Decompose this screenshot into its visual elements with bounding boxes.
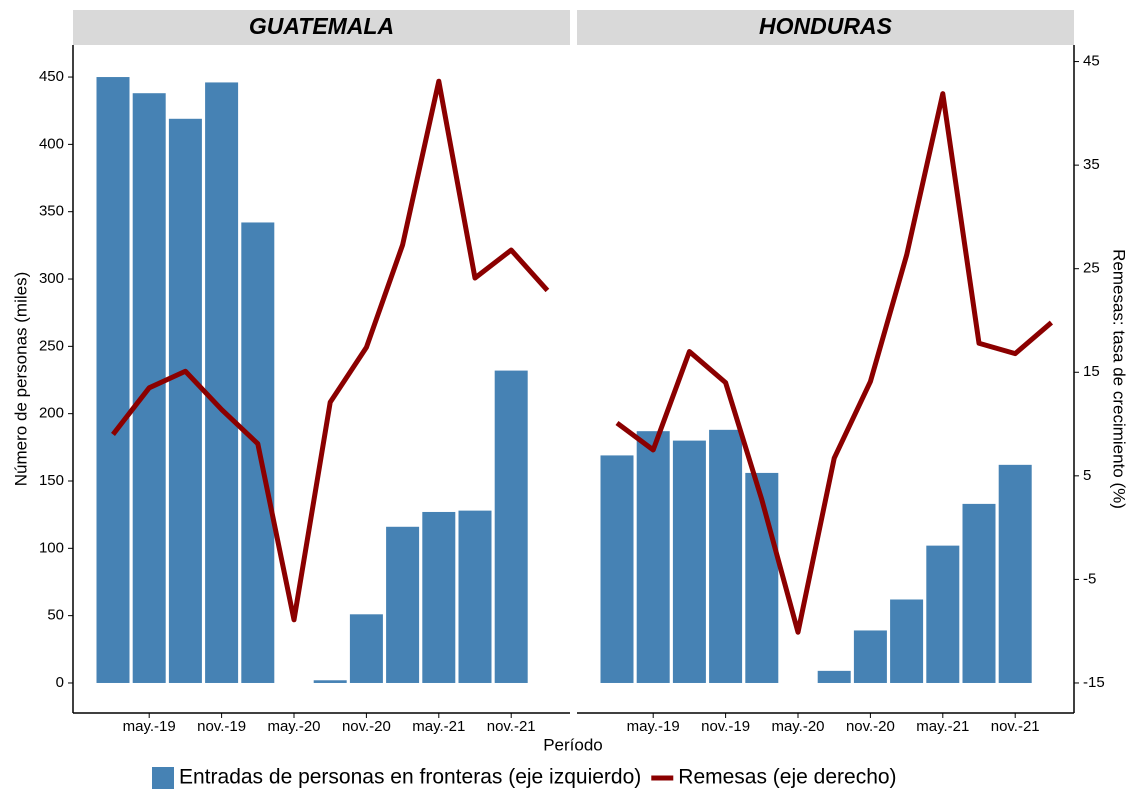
y-tick-label: 300 <box>39 270 64 287</box>
x-tick-label: may.-19 <box>627 718 680 735</box>
x-tick-label: may.-20 <box>267 718 320 735</box>
x-tick-label: may.-19 <box>123 718 176 735</box>
bar <box>458 510 492 683</box>
y-tick-label: 100 <box>39 539 64 556</box>
bar <box>672 440 706 683</box>
x-tick-label: nov.-21 <box>487 718 536 735</box>
y-axis-title: Número de personas (miles) <box>11 272 30 486</box>
bar <box>998 464 1032 683</box>
y2-tick-label: 45 <box>1083 53 1100 70</box>
bar <box>926 545 960 683</box>
y2-tick-label: -5 <box>1083 570 1096 587</box>
bar <box>494 370 528 683</box>
x-tick-label: may.-20 <box>771 718 824 735</box>
y-tick-label: 150 <box>39 472 64 489</box>
y-tick-label: 200 <box>39 405 64 422</box>
y2-tick-label: 25 <box>1083 260 1100 277</box>
bar <box>386 526 420 683</box>
panel-title: GUATEMALA <box>249 13 394 39</box>
bar <box>313 680 347 683</box>
y-tick-label: 0 <box>56 674 64 691</box>
y-tick-label: 450 <box>39 68 64 85</box>
y-tick-label: 350 <box>39 203 64 220</box>
bar <box>168 118 202 683</box>
bar <box>422 511 456 683</box>
x-tick-label: nov.-19 <box>701 718 750 735</box>
x-tick-label: may.-21 <box>916 718 969 735</box>
legend-label: Entradas de personas en fronteras (eje i… <box>179 766 641 789</box>
y2-axis-title: Remesas: tasa de crecimiento (%) <box>1110 249 1129 509</box>
y2-tick-label: 15 <box>1083 363 1100 380</box>
panel-title: HONDURAS <box>759 13 893 39</box>
y2-tick-label: 5 <box>1083 467 1091 484</box>
bar <box>962 503 996 683</box>
strip <box>577 10 1074 45</box>
x-tick-label: nov.-21 <box>991 718 1040 735</box>
bar <box>349 614 383 683</box>
x-tick-label: nov.-19 <box>197 718 246 735</box>
y2-tick-label: -15 <box>1083 674 1105 691</box>
line <box>111 78 550 623</box>
bar <box>709 429 743 683</box>
bar <box>890 599 924 683</box>
y2-tick-label: 35 <box>1083 156 1100 173</box>
y-tick-label: 50 <box>47 607 64 624</box>
x-tick-label: nov.-20 <box>846 718 895 735</box>
bar <box>853 630 887 683</box>
bar <box>96 77 130 683</box>
legend-label: Remesas (eje derecho) <box>678 766 896 789</box>
y-tick-label: 400 <box>39 135 64 152</box>
bar <box>817 670 851 683</box>
bar <box>636 431 670 683</box>
x-tick-label: nov.-20 <box>342 718 391 735</box>
legend-swatch <box>152 767 174 789</box>
x-tick-label: may.-21 <box>412 718 465 735</box>
x-axis-title: Período <box>543 735 603 754</box>
bar <box>205 82 239 683</box>
strip <box>73 10 570 45</box>
y-tick-label: 250 <box>39 337 64 354</box>
bar <box>600 455 634 683</box>
line <box>615 91 1054 635</box>
